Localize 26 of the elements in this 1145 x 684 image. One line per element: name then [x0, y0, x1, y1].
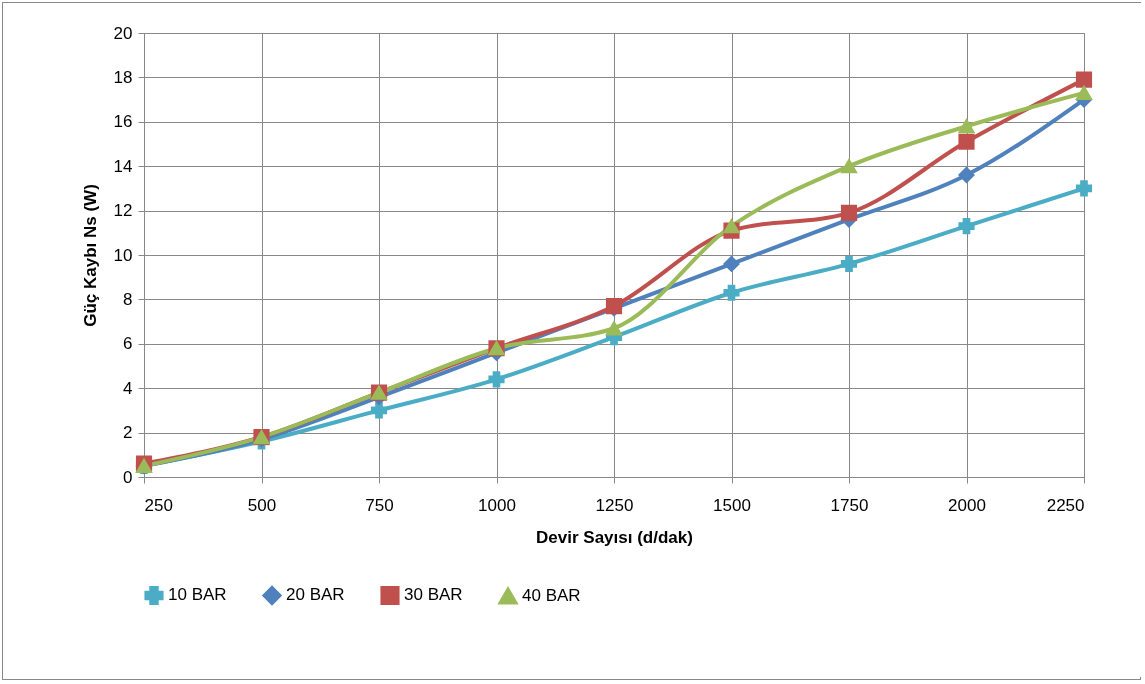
x-tick-label: 2250	[1046, 495, 1085, 515]
y-tick-label: 6	[123, 334, 133, 354]
x-tick-label: 750	[365, 495, 394, 515]
y-axis-title: Güç Kaybı Ns (W)	[80, 184, 100, 327]
legend-label: 30 BAR	[404, 585, 463, 605]
y-tick-label: 4	[123, 378, 133, 398]
x-tick-label: 1000	[478, 495, 516, 515]
x-tick-label: 1750	[830, 495, 869, 515]
x-axis-title: Devir Sayısı (d/dak)	[536, 527, 693, 547]
y-tick-label: 12	[113, 201, 133, 221]
y-tick-label: 0	[123, 467, 133, 487]
x-tick-label: 2000	[948, 495, 986, 515]
y-tick-label: 10	[113, 245, 133, 265]
x-tick-label: 500	[247, 495, 277, 515]
y-tick-label: 2	[123, 423, 133, 443]
y-tick-label: 16	[113, 112, 133, 132]
y-tick-label: 20	[113, 23, 133, 43]
x-tick-label: 250	[144, 495, 173, 515]
legend-label: 20 BAR	[286, 585, 345, 605]
legend-label: 10 BAR	[168, 585, 227, 605]
y-tick-label: 14	[113, 156, 133, 176]
y-tick-label: 8	[123, 289, 133, 309]
x-tick-label: 1250	[595, 495, 634, 515]
legend-label: 40 BAR	[522, 586, 581, 606]
x-tick-label: 1500	[713, 495, 751, 515]
y-tick-label: 18	[113, 67, 133, 87]
